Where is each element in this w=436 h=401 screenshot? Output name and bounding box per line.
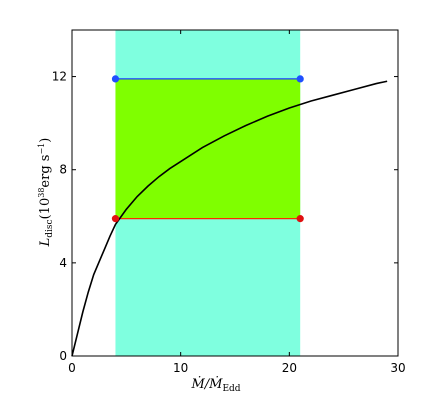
axes-frame: [71, 29, 399, 357]
x-tick-label: 10: [173, 361, 188, 375]
series-line: [71, 80, 388, 357]
lower-marker-left: [111, 215, 120, 223]
markers: [111, 75, 304, 223]
y-axis-label: Ldisc(1038erg s−1): [37, 138, 55, 248]
y-tick-label: 12: [52, 70, 67, 84]
y-tick-label: 8: [59, 163, 67, 177]
y-tick-label: 4: [59, 256, 67, 270]
x-tick-labels: 0 10 20 30: [68, 361, 405, 375]
ticks: [71, 30, 399, 357]
upper-marker-left: [111, 75, 120, 83]
x-tick-label: 20: [282, 361, 297, 375]
green-region: [115, 78, 301, 219]
plot-area: [71, 29, 399, 357]
x-tick-label: 30: [390, 361, 405, 375]
y-tick-label: 0: [59, 349, 67, 363]
lower-marker-right: [296, 215, 304, 223]
x-axis-label: Ṁ/ṀEdd: [190, 375, 240, 394]
upper-marker-right: [296, 75, 304, 83]
y-tick-labels: 0 4 8 12: [52, 70, 67, 363]
x-tick-label: 0: [68, 361, 76, 375]
